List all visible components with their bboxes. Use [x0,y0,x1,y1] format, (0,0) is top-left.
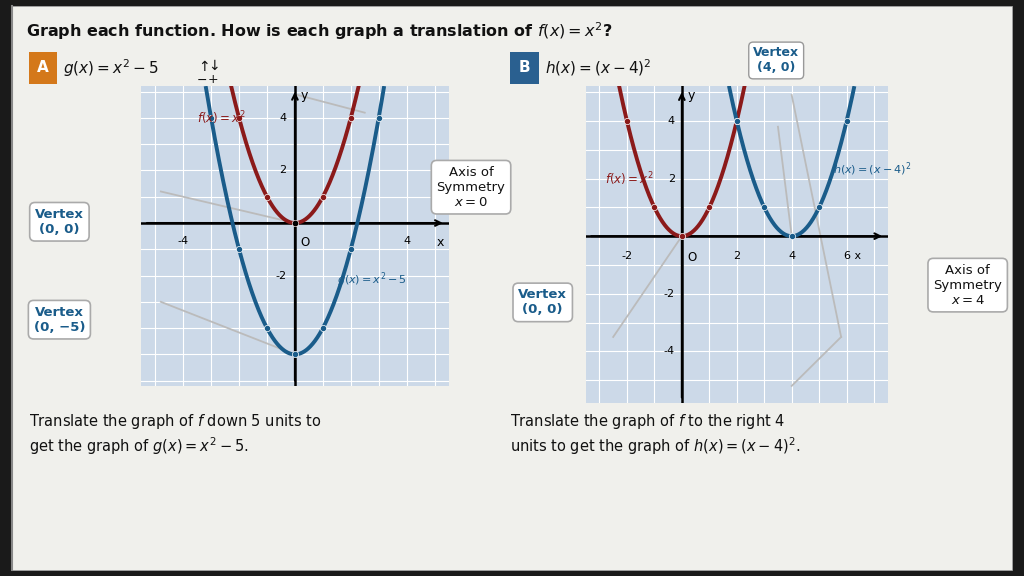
Text: $f(x) = x^2$: $f(x) = x^2$ [605,170,653,188]
Text: $+$: $+$ [208,73,218,86]
Text: y: y [687,89,694,103]
Text: $h(x) = (x - 4)^2$: $h(x) = (x - 4)^2$ [833,160,911,178]
Text: 4: 4 [280,113,287,123]
Text: 6 x: 6 x [844,251,860,260]
Text: -2: -2 [622,251,633,260]
Text: get the graph of $g(x) = x^2 - 5$.: get the graph of $g(x) = x^2 - 5$. [29,435,248,457]
Text: Translate the graph of $f$ to the right 4: Translate the graph of $f$ to the right … [510,412,785,431]
Text: Vertex
(0, 0): Vertex (0, 0) [518,289,567,316]
Text: Translate the graph of $f$ down 5 units to: Translate the graph of $f$ down 5 units … [29,412,322,431]
Text: $\uparrow$: $\uparrow$ [196,59,210,74]
Text: Graph each function. How is each graph a translation of $f(x) = x^2$?: Graph each function. How is each graph a… [26,20,612,42]
Text: $-$: $-$ [197,73,207,86]
Text: B: B [518,60,530,75]
Text: -4: -4 [177,236,188,246]
Text: 4: 4 [668,116,675,126]
Text: x: x [436,236,443,249]
Text: y: y [300,89,308,102]
Text: 2: 2 [733,251,740,260]
Text: units to get the graph of $h(x) = (x - 4)^2$.: units to get the graph of $h(x) = (x - 4… [510,435,801,457]
Text: $g(x) = x^2 - 5$: $g(x) = x^2 - 5$ [63,57,159,79]
Text: 4: 4 [788,251,796,260]
Text: 2: 2 [280,165,287,176]
Text: -2: -2 [664,289,675,299]
Text: $\downarrow$: $\downarrow$ [206,59,220,73]
Text: 4: 4 [403,236,411,246]
Text: A: A [37,60,49,75]
Text: $h(x) = (x - 4)^2$: $h(x) = (x - 4)^2$ [545,58,651,78]
Text: 2: 2 [668,173,675,184]
Text: -4: -4 [664,346,675,357]
Text: Axis of
Symmetry
$x = 4$: Axis of Symmetry $x = 4$ [933,264,1002,306]
Text: Vertex
(4, 0): Vertex (4, 0) [753,47,800,74]
Text: O: O [687,251,696,264]
Text: $g(x) = x^2 - 5$: $g(x) = x^2 - 5$ [337,270,407,289]
Text: $f(x) = x^2$: $f(x) = x^2$ [198,109,246,127]
Text: O: O [300,236,309,249]
Text: Vertex
(0, −5): Vertex (0, −5) [34,306,85,334]
Text: Axis of
Symmetry
$x = 0$: Axis of Symmetry $x = 0$ [436,166,506,209]
Text: -2: -2 [275,271,287,281]
Text: Vertex
(0, 0): Vertex (0, 0) [35,208,84,236]
